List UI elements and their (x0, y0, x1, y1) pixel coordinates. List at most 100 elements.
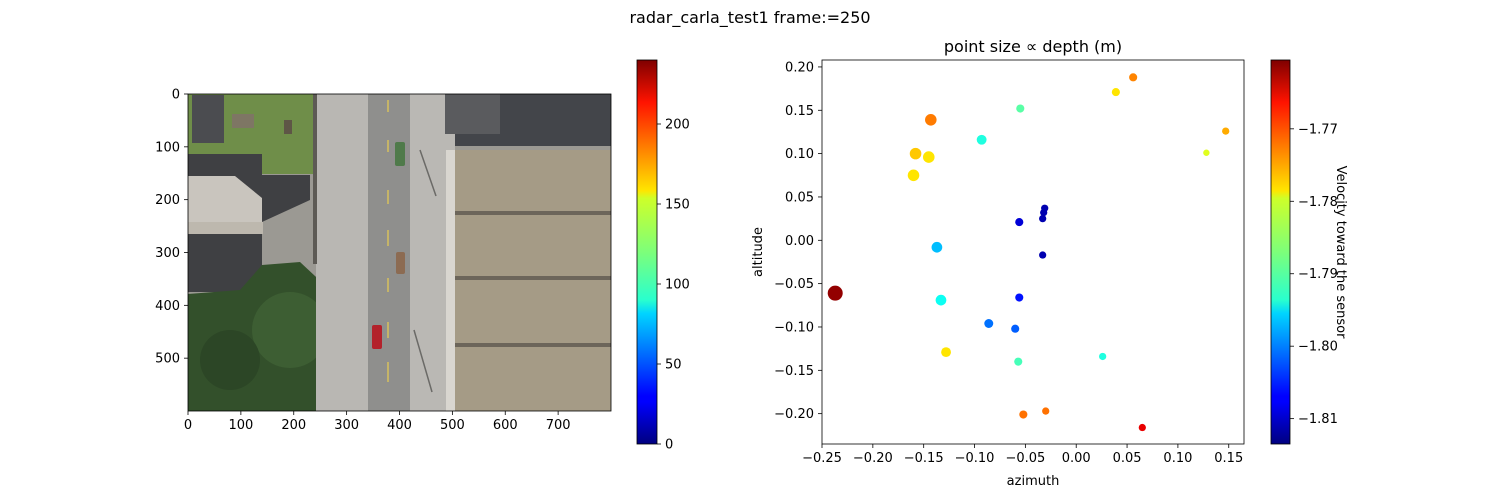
scatter-point (941, 347, 951, 358)
house-roof-light (188, 176, 262, 222)
scatter-axes-frame (821, 59, 1245, 445)
scatter-point (976, 134, 987, 145)
scatter-point (1014, 357, 1023, 366)
scatter-point (1222, 127, 1230, 135)
car-red (372, 325, 382, 349)
scatter-point (1041, 204, 1049, 212)
scatter-x-tick-label: −0.15 (904, 451, 944, 466)
scatter-point (1042, 407, 1050, 415)
scatter-point (909, 147, 922, 160)
scatter-point (925, 114, 937, 126)
scatter-point (1203, 149, 1210, 156)
velocity-colorbar-tick-label: −1.77 (1298, 122, 1338, 137)
scatter-xlabel: azimuth (1007, 474, 1060, 489)
velocity-colorbar-tick-label: −1.78 (1298, 195, 1338, 210)
image-x-tick-label: 100 (228, 418, 253, 433)
scatter-point (1138, 423, 1146, 432)
scatter-title: point size ∝ depth (m) (944, 37, 1122, 56)
scatter-point (1015, 293, 1024, 302)
image-x-tick-label: 700 (546, 418, 571, 433)
scatter-point (1111, 88, 1120, 97)
scatter-point (907, 169, 920, 182)
scatter-point (984, 319, 994, 329)
image-x-tick-label: 200 (281, 418, 306, 433)
scatter-x-tick-label: 0.10 (1163, 451, 1192, 466)
image-x-tick-label: 0 (184, 418, 192, 433)
garden-bench (284, 120, 292, 134)
tree-crown (252, 292, 328, 368)
velocity-colorbar-label: Velocity toward the sensor (1333, 166, 1348, 339)
car-green (395, 142, 405, 166)
image-colorbar-ticks: 0 50 100 150 200 (657, 118, 690, 453)
scatter-y-tick-label: 0.15 (785, 104, 814, 119)
scatter-y-tick-label: −0.05 (774, 277, 814, 292)
image-x-tick-label: 400 (387, 418, 412, 433)
scatter-x-tick-label: −0.25 (802, 451, 842, 466)
image-colorbar (636, 59, 658, 445)
image-colorbar-tick-label: 100 (665, 278, 690, 293)
scatter-point (1039, 214, 1047, 223)
house-wall (188, 222, 263, 234)
velocity-colorbar-tick-label: −1.79 (1298, 267, 1338, 282)
scatter-ylabel: altitude (751, 227, 766, 277)
garden-structure (232, 114, 254, 128)
scatter-x-axis: −0.25 −0.20 −0.15 −0.10 −0.05 0.00 0.05 0.10 0.1… (802, 444, 1243, 466)
image-y-tick-label: 0 (172, 88, 180, 103)
scatter-y-axis: 0.20 0.15 0.10 0.05 0.00 −0.05 −0.10 −0.15 −0.20 (774, 60, 822, 422)
scatter-point (1039, 251, 1047, 259)
scatter-point (1099, 352, 1107, 361)
image-x-tick-label: 600 (493, 418, 518, 433)
scatter-x-tick-label: 0.15 (1214, 451, 1243, 466)
scatter-point (827, 285, 843, 301)
image-x-tick-label: 300 (334, 418, 359, 433)
scatter-point (922, 151, 935, 163)
scatter-point (1015, 218, 1024, 227)
car-tan (396, 252, 405, 274)
scatter-y-tick-label: 0.00 (785, 234, 814, 249)
scatter-x-tick-label: 0.00 (1062, 451, 1091, 466)
scatter-y-tick-label: −0.10 (774, 320, 814, 335)
image-y-tick-label: 100 (155, 140, 180, 155)
street-lamp-pole (419, 149, 437, 197)
image-y-tick-label: 400 (155, 299, 180, 314)
image-x-tick-label: 500 (440, 418, 465, 433)
image-colorbar-tick-label: 200 (665, 118, 690, 133)
street-lamp-pole (413, 329, 433, 393)
scatter-y-tick-label: −0.20 (774, 407, 814, 422)
curb-line (313, 94, 317, 264)
scatter-point (935, 294, 947, 306)
left-sidewalk (316, 94, 368, 411)
scatter-x-tick-label: −0.10 (955, 451, 995, 466)
scatter-point (1019, 410, 1028, 419)
image-colorbar-tick-label: 50 (665, 358, 682, 373)
scatter-x-tick-label: −0.20 (853, 451, 893, 466)
image-colorbar-tick-label: 150 (665, 198, 690, 213)
scatter-point (1011, 324, 1020, 333)
warehouse-wall (446, 150, 455, 411)
scatter-point (1016, 104, 1025, 113)
image-y-tick-label: 300 (155, 246, 180, 261)
image-y-tick-label: 200 (155, 193, 180, 208)
image-y-tick-label: 500 (155, 352, 180, 367)
image-x-axis: 0 100 200 300 400 500 600 700 (184, 411, 571, 433)
house-roof-upper (192, 95, 224, 143)
scatter-x-tick-label: 0.05 (1113, 451, 1142, 466)
aerial-image-panel (188, 94, 611, 411)
scatter-y-tick-label: 0.10 (785, 147, 814, 162)
warehouse-roof (455, 150, 611, 411)
scatter-x-tick-label: −0.05 (1005, 451, 1045, 466)
scatter-point (931, 241, 943, 253)
velocity-colorbar (1270, 59, 1291, 445)
velocity-colorbar-tick-label: −1.81 (1298, 412, 1338, 427)
image-y-axis: 0 100 200 300 400 500 (155, 88, 188, 367)
image-colorbar-tick-label: 0 (665, 438, 673, 453)
scatter-y-tick-label: −0.15 (774, 364, 814, 379)
velocity-colorbar-ticks: −1.77 −1.78 −1.79 −1.80 −1.81 (1290, 122, 1338, 427)
scatter-y-tick-label: 0.20 (785, 60, 814, 75)
figure-suptitle: radar_carla_test1 frame:=250 (629, 8, 870, 28)
tree-crown (200, 330, 260, 390)
velocity-colorbar-tick-label: −1.80 (1298, 340, 1338, 355)
scatter-point (1129, 73, 1138, 82)
scatter-points (827, 73, 1230, 432)
